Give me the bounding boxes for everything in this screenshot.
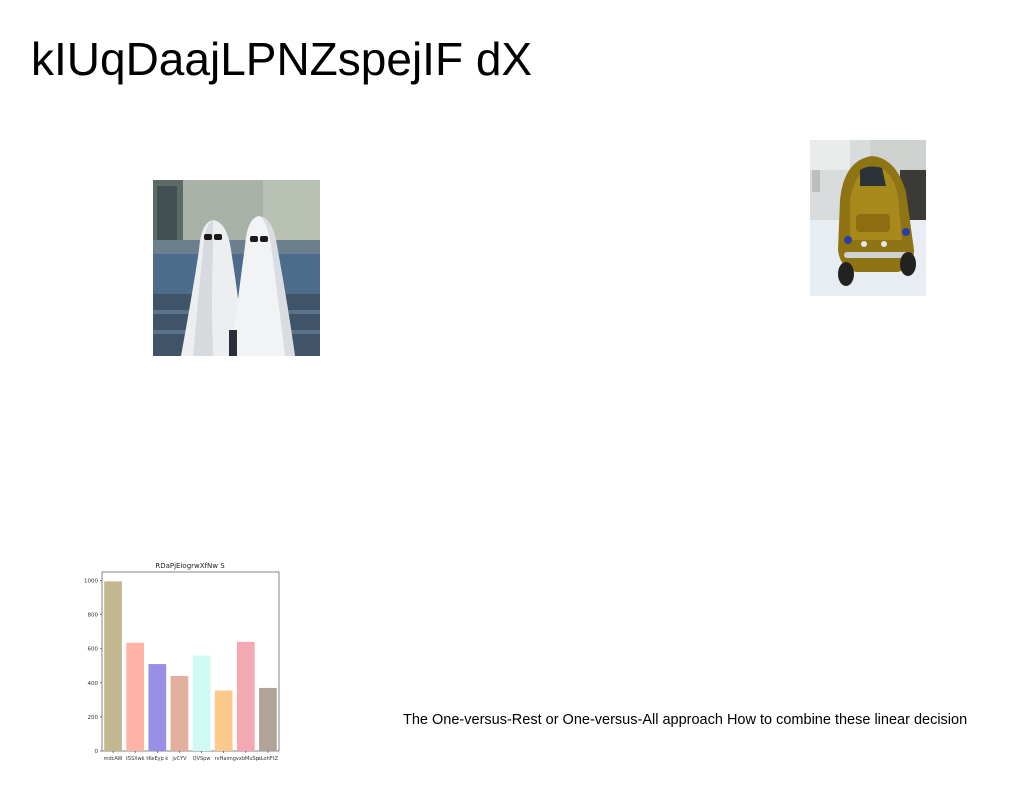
ghost-photo-graphic <box>153 180 320 356</box>
y-tick-label: 400 <box>88 681 99 687</box>
chart-y-ticks: 0 200 400 600 800 1000 <box>84 579 102 755</box>
chart-x-ticks: mdcAW tSSXwk tKeEyp k jvCYV QVSpw rvHaim gvxbM… <box>104 751 279 762</box>
bar-3 <box>148 664 167 751</box>
x-tick-label: jvCYV <box>171 756 187 762</box>
y-tick-label: 800 <box>88 613 99 619</box>
x-tick-label: tSSXwk <box>126 756 145 762</box>
x-tick-label: tKeEyp k <box>146 756 168 762</box>
bar-8 <box>259 687 277 751</box>
y-tick-label: 1000 <box>84 579 98 585</box>
chart-bars <box>104 581 277 751</box>
car-photo-graphic <box>810 140 926 296</box>
x-tick-label: QVSpw <box>193 756 211 762</box>
bar-2 <box>126 642 145 751</box>
slide-caption: The One-versus-Rest or One-versus-All ap… <box>403 712 968 728</box>
y-tick-label: 0 <box>95 749 99 755</box>
y-tick-label: 600 <box>88 647 99 653</box>
x-tick-label: mdcAW <box>104 756 123 762</box>
bar-chart-canvas: RDaPjEiogrwXfNw S 0 200 400 600 800 1000 mdcA… <box>84 562 280 762</box>
x-tick-label: aLohFtZ <box>258 756 279 762</box>
bar-5 <box>192 655 211 751</box>
chart-frame <box>101 571 280 752</box>
bar-4 <box>170 675 189 751</box>
y-tick-label: 200 <box>88 715 99 721</box>
chart-title: RDaPjEiogrwXfNw S <box>155 562 225 570</box>
bar-chart: RDaPjEiogrwXfNw S 0 200 400 600 800 1000 mdcA… <box>80 558 285 768</box>
chart-axes <box>101 571 280 752</box>
bar-7 <box>236 641 255 751</box>
bar-1 <box>104 581 122 751</box>
x-tick-label: rvHaim <box>215 756 233 762</box>
ghost-photo <box>153 180 320 356</box>
x-tick-label: gvxbMuSp <box>233 756 259 762</box>
slide-title: kIUqDaajLPNZspejIF dX <box>31 33 533 85</box>
car-photo <box>810 140 926 296</box>
bar-6 <box>214 690 233 751</box>
